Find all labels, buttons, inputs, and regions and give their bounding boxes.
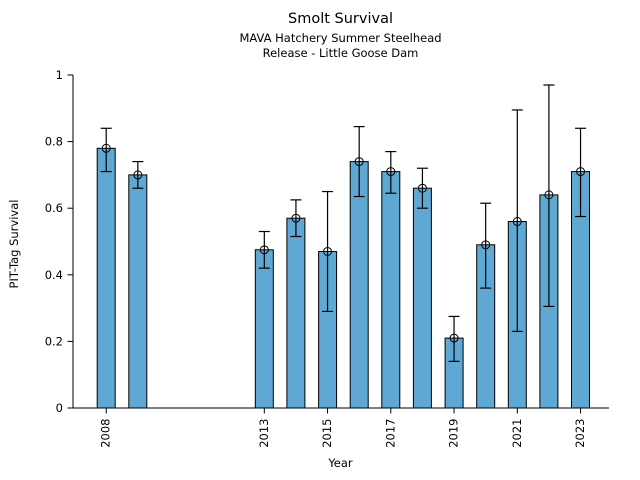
marker-2017 [386, 167, 396, 177]
marker-2022 [544, 190, 554, 200]
bar-2018 [412, 187, 432, 409]
x-axis-label: Year [328, 456, 353, 470]
chart-title: Smolt Survival [288, 11, 393, 27]
x-tick-label-2019: 2019 [447, 419, 461, 448]
marker-2019 [449, 333, 459, 343]
y-tick-label-0.8: 0.8 [45, 135, 63, 149]
bar-2017 [381, 171, 401, 409]
marker-2015 [323, 246, 333, 256]
y-tick-label-0.6: 0.6 [45, 201, 63, 215]
x-tick-label-2008: 2008 [99, 419, 113, 448]
y-axis-label: PIT-Tag Survival [7, 199, 21, 289]
bar-2013 [254, 249, 274, 409]
chart-subtitle-1: MAVA Hatchery Summer Steelhead [239, 31, 442, 45]
marker-2018 [417, 183, 427, 193]
marker-2023 [576, 167, 586, 177]
y-tick-label-0: 0 [56, 401, 63, 415]
marker-2009 [133, 170, 143, 180]
marker-2013 [259, 245, 269, 255]
chart-subtitle-2: Release - Little Goose Dam [262, 46, 419, 60]
marker-2021 [512, 217, 522, 227]
x-tick-label-2021: 2021 [510, 419, 524, 448]
marker-2008 [101, 143, 111, 153]
y-tick-label-0.2: 0.2 [45, 334, 63, 348]
bar-2014 [286, 217, 306, 409]
marker-2014 [291, 213, 301, 223]
marker-2016 [354, 157, 364, 167]
y-tick-label-1: 1 [56, 68, 63, 82]
marker-2020 [481, 240, 491, 250]
x-tick-label-2023: 2023 [573, 419, 587, 448]
bar-2009 [128, 174, 148, 409]
bar-2016 [349, 161, 369, 409]
y-tick-label-0.4: 0.4 [45, 268, 63, 282]
x-tick-label-2017: 2017 [383, 419, 397, 448]
bar-2008 [96, 147, 116, 409]
x-tick-label-2013: 2013 [257, 419, 271, 448]
x-tick-label-2015: 2015 [320, 419, 334, 448]
